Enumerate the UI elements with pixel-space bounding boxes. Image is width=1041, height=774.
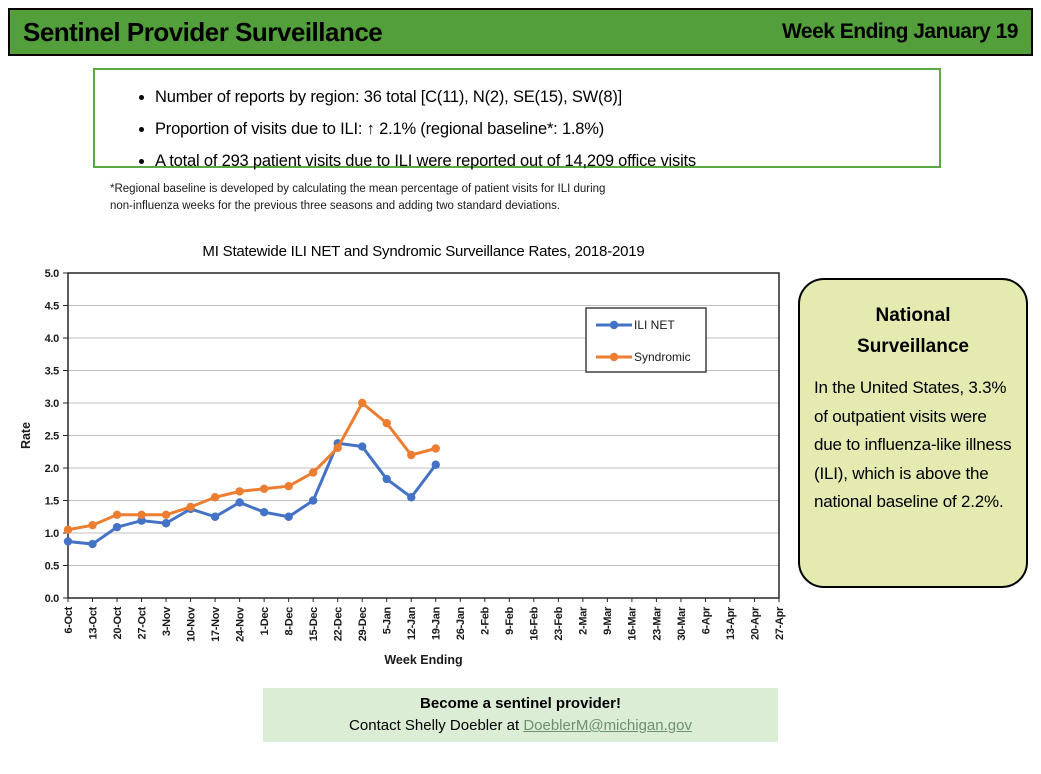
- title-bar: Sentinel Provider Surveillance Week Endi…: [8, 8, 1033, 56]
- national-box-title-line1: National: [875, 305, 951, 326]
- summary-bullet-patient-visits: A total of 293 patient visits due to ILI…: [155, 145, 939, 177]
- svg-text:10-Nov: 10-Nov: [185, 606, 197, 642]
- svg-text:1-Dec: 1-Dec: [259, 607, 271, 636]
- svg-text:4.5: 4.5: [45, 301, 60, 313]
- svg-text:0.0: 0.0: [45, 593, 60, 605]
- svg-text:20-Apr: 20-Apr: [749, 606, 761, 640]
- national-surveillance-box: National Surveillance In the United Stat…: [798, 278, 1028, 588]
- y-axis-title: Rate: [20, 422, 33, 449]
- footnote-line-1: *Regional baseline is developed by calcu…: [110, 183, 606, 195]
- svg-text:2-Feb: 2-Feb: [480, 606, 492, 634]
- svg-text:0.5: 0.5: [45, 561, 60, 573]
- svg-text:16-Feb: 16-Feb: [529, 606, 541, 640]
- svg-text:2-Mar: 2-Mar: [578, 606, 590, 635]
- svg-text:4.0: 4.0: [45, 333, 60, 345]
- svg-text:24-Nov: 24-Nov: [234, 606, 246, 642]
- contact-box: Become a sentinel provider! Contact Shel…: [263, 688, 778, 742]
- svg-text:5-Jan: 5-Jan: [382, 606, 394, 634]
- svg-text:3-Nov: 3-Nov: [161, 606, 173, 636]
- svg-text:26-Jan: 26-Jan: [455, 606, 467, 640]
- summary-bullet-reports: Number of reports by region: 36 total [C…: [155, 81, 939, 113]
- svg-text:19-Jan: 19-Jan: [431, 606, 443, 640]
- svg-text:30-Mar: 30-Mar: [676, 606, 688, 641]
- svg-text:13-Apr: 13-Apr: [725, 606, 737, 640]
- svg-text:23-Feb: 23-Feb: [553, 606, 565, 640]
- svg-text:8-Dec: 8-Dec: [284, 607, 296, 636]
- svg-text:2.5: 2.5: [45, 431, 60, 443]
- page-title: Sentinel Provider Surveillance: [23, 16, 383, 47]
- svg-text:9-Feb: 9-Feb: [504, 606, 516, 634]
- svg-text:13-Oct: 13-Oct: [87, 606, 99, 639]
- svg-text:9-Mar: 9-Mar: [602, 606, 614, 635]
- contact-email-link[interactable]: DoeblerM@michigan.gov: [523, 717, 692, 734]
- ili-rates-line-chart: 0.0 0.5 1.0 1.5 2.0 2.5 3.0 3.5 4.0 4.5 5.0 6-Oct 13…: [20, 268, 786, 667]
- svg-text:12-Jan: 12-Jan: [406, 606, 418, 640]
- summary-bullet-ili-proportion: Proportion of visits due to ILI: ↑ 2.1% …: [155, 113, 939, 145]
- svg-text:15-Dec: 15-Dec: [308, 607, 320, 641]
- contact-text: Contact Shelly Doebler at: [349, 717, 524, 734]
- summary-bullet-list: Number of reports by region: 36 total [C…: [95, 81, 939, 177]
- svg-text:29-Dec: 29-Dec: [357, 607, 369, 641]
- svg-text:1.0: 1.0: [45, 528, 60, 540]
- svg-text:23-Mar: 23-Mar: [651, 606, 663, 641]
- baseline-footnote: *Regional baseline is developed by calcu…: [110, 181, 810, 215]
- svg-text:1.5: 1.5: [45, 496, 60, 508]
- contact-line: Contact Shelly Doebler at DoeblerM@michi…: [263, 715, 778, 737]
- svg-text:3.5: 3.5: [45, 366, 60, 378]
- legend-label-ili-net: ILI NET: [634, 318, 675, 332]
- week-ending-label: Week Ending January 19: [781, 20, 1019, 43]
- svg-text:3.0: 3.0: [45, 398, 60, 410]
- contact-headline: Become a sentinel provider!: [420, 695, 621, 712]
- series-line-syndromic: [67, 400, 437, 532]
- summary-box: Number of reports by region: 36 total [C…: [93, 68, 941, 170]
- svg-text:27-Apr: 27-Apr: [774, 606, 786, 640]
- svg-text:6-Apr: 6-Apr: [700, 606, 712, 634]
- svg-text:27-Oct: 27-Oct: [136, 606, 148, 639]
- svg-text:5.0: 5.0: [45, 268, 60, 280]
- chart-legend: [585, 307, 707, 373]
- svg-text:6-Oct: 6-Oct: [63, 606, 75, 633]
- footnote-line-2: non-influenza weeks for the previous thr…: [110, 200, 561, 212]
- national-box-title: National Surveillance: [814, 300, 1012, 362]
- svg-text:20-Oct: 20-Oct: [112, 606, 124, 639]
- x-axis-title: Week Ending: [384, 653, 462, 667]
- svg-text:2.0: 2.0: [45, 463, 60, 475]
- national-box-title-line2: Surveillance: [857, 336, 969, 357]
- svg-text:22-Dec: 22-Dec: [333, 607, 345, 641]
- chart-title: MI Statewide ILI NET and Syndromic Surve…: [202, 243, 645, 260]
- national-box-body: In the United States, 3.3% of outpatient…: [814, 378, 1012, 511]
- legend-label-syndromic: Syndromic: [634, 350, 691, 364]
- svg-text:17-Nov: 17-Nov: [210, 606, 222, 642]
- svg-text:16-Mar: 16-Mar: [627, 606, 639, 641]
- series-line-ili-net: [67, 441, 437, 546]
